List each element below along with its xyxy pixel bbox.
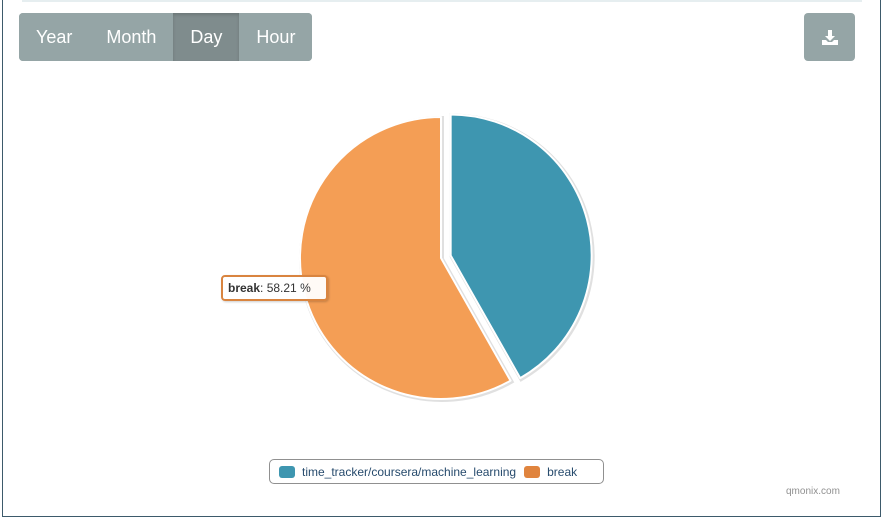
legend-item-break[interactable]: break bbox=[524, 465, 577, 479]
chart-legend: time_tracker/coursera/machine_learning b… bbox=[269, 459, 604, 484]
chart-tooltip: break: 58.21 % bbox=[221, 275, 328, 301]
tooltip-separator: : bbox=[260, 281, 267, 295]
legend-swatch-machine-learning bbox=[279, 465, 295, 478]
range-button-month[interactable]: Month bbox=[89, 13, 174, 61]
tooltip-series-name: break bbox=[228, 281, 261, 295]
download-button[interactable] bbox=[804, 13, 855, 61]
legend-label-machine-learning: time_tracker/coursera/machine_learning bbox=[302, 464, 517, 479]
range-button-group: Year Month Day Hour bbox=[19, 13, 313, 61]
legend-label-break: break bbox=[547, 464, 578, 479]
legend-item-machine-learning[interactable]: time_tracker/coursera/machine_learning bbox=[279, 465, 516, 479]
range-button-day[interactable]: Day bbox=[173, 13, 240, 61]
tooltip-value: 58.21 % bbox=[266, 281, 311, 295]
legend-swatch-break bbox=[524, 465, 541, 478]
pie-slice-machine-learning[interactable] bbox=[449, 113, 593, 380]
range-button-hour[interactable]: Hour bbox=[239, 13, 313, 61]
credits-link[interactable]: qmonix.com bbox=[786, 486, 840, 497]
download-icon bbox=[821, 29, 838, 45]
range-button-year[interactable]: Year bbox=[19, 13, 90, 61]
panel-top-divider bbox=[22, 0, 862, 2]
